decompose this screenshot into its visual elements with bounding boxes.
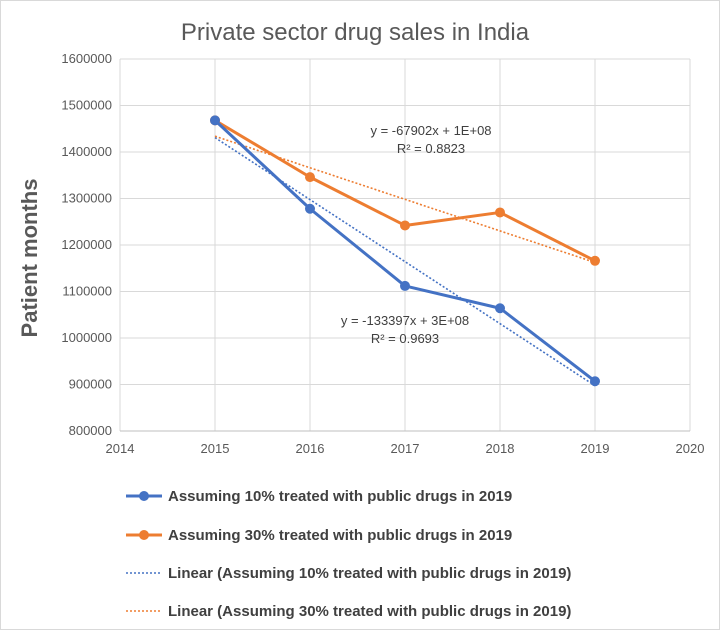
data-point xyxy=(400,220,410,231)
y-tick-label: 1000000 xyxy=(61,330,112,345)
x-tick-label: 2019 xyxy=(581,441,610,456)
legend-label: Linear (Assuming 10% treated with public… xyxy=(168,565,571,582)
legend: Assuming 10% treated with public drugs i… xyxy=(126,488,571,620)
data-series xyxy=(210,115,600,387)
trendlines xyxy=(214,135,596,387)
x-tick-label: 2017 xyxy=(391,441,420,456)
data-point xyxy=(590,255,600,266)
data-point xyxy=(495,303,505,314)
data-point xyxy=(305,203,315,214)
y-tick-label: 1300000 xyxy=(61,191,112,206)
y-tick-label: 900000 xyxy=(69,377,112,392)
x-axis-ticks: 2014 2015 2016 2017 2018 2019 2020 xyxy=(106,441,705,456)
x-tick-label: 2015 xyxy=(201,441,230,456)
trend-r2-10: R² = 0.9693 xyxy=(371,331,439,346)
chart-title: Private sector drug sales in India xyxy=(181,19,530,46)
y-tick-label: 1500000 xyxy=(61,98,112,113)
y-axis-ticks: 800000 900000 1000000 1100000 1200000 1300000… xyxy=(61,51,112,438)
gridlines xyxy=(119,58,691,432)
x-tick-label: 2016 xyxy=(296,441,325,456)
x-tick-label: 2014 xyxy=(106,441,135,456)
legend-label: Assuming 30% treated with public drugs i… xyxy=(168,527,512,544)
data-point xyxy=(400,280,410,291)
legend-label: Linear (Assuming 30% treated with public… xyxy=(168,603,571,620)
data-point xyxy=(590,376,600,387)
trend-r2-30: R² = 0.8823 xyxy=(397,141,465,156)
data-point xyxy=(495,207,505,218)
x-tick-label: 2020 xyxy=(676,441,705,456)
y-axis-label: Patient months xyxy=(17,179,42,338)
y-tick-label: 800000 xyxy=(69,423,112,438)
data-point xyxy=(305,172,315,183)
data-point xyxy=(210,115,220,126)
legend-swatch-marker xyxy=(139,530,149,540)
y-tick-label: 1600000 xyxy=(61,51,112,66)
y-tick-label: 1400000 xyxy=(61,144,112,159)
legend-label: Assuming 10% treated with public drugs i… xyxy=(168,488,512,505)
y-tick-label: 1100000 xyxy=(62,284,112,299)
trend-equation-30: y = -67902x + 1E+08 xyxy=(370,123,491,138)
legend-swatch-marker xyxy=(139,491,149,501)
trendline-1 xyxy=(214,135,596,264)
x-tick-label: 2018 xyxy=(486,441,515,456)
y-tick-label: 1200000 xyxy=(61,237,112,252)
trend-equation-10: y = -133397x + 3E+08 xyxy=(341,313,469,328)
